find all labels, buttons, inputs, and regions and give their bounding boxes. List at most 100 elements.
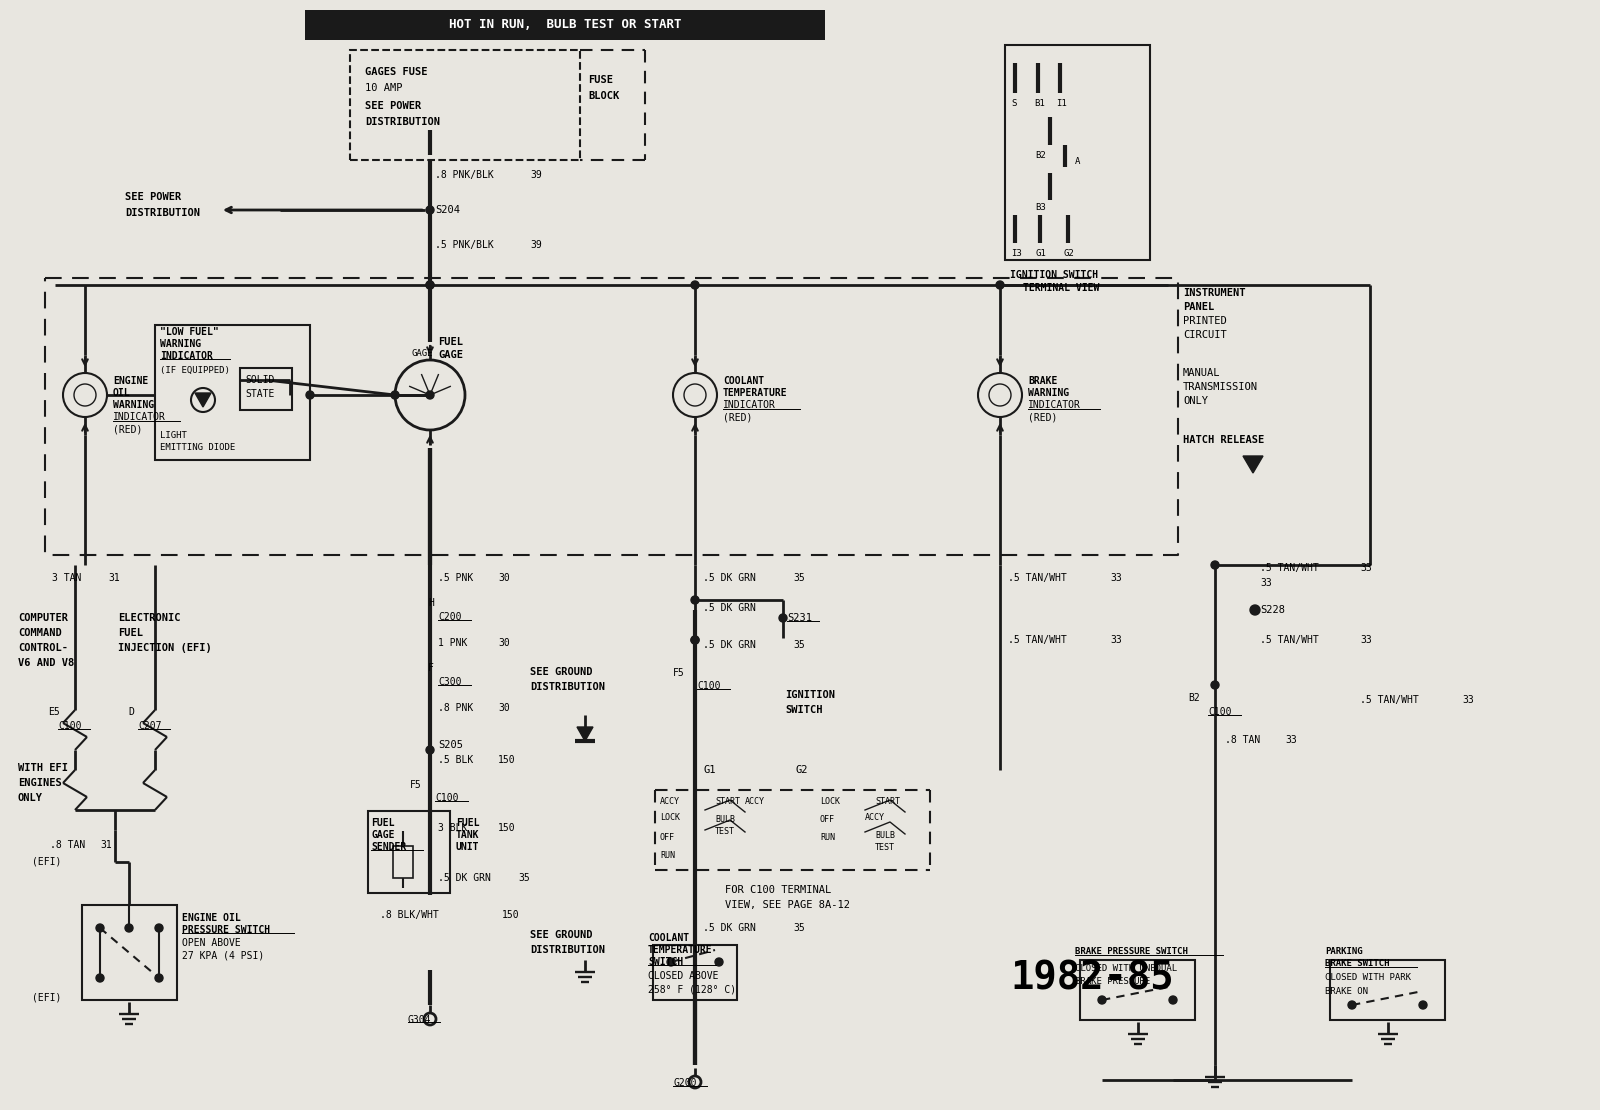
Text: BRAKE SWITCH: BRAKE SWITCH — [1325, 959, 1389, 969]
Text: C100: C100 — [435, 793, 459, 803]
Text: PANEL: PANEL — [1182, 302, 1214, 312]
Text: OFF: OFF — [819, 816, 835, 825]
Circle shape — [1098, 996, 1106, 1005]
Circle shape — [1211, 682, 1219, 689]
Text: 30: 30 — [498, 638, 510, 648]
Polygon shape — [578, 727, 594, 741]
Text: GAGE: GAGE — [438, 350, 462, 360]
Text: C100: C100 — [1208, 707, 1232, 717]
Text: C207: C207 — [138, 722, 162, 731]
Text: START: START — [875, 797, 899, 807]
Text: .8 BLK/WHT: .8 BLK/WHT — [381, 910, 438, 920]
Text: 3 TAN: 3 TAN — [51, 573, 82, 583]
Circle shape — [1419, 1001, 1427, 1009]
Text: .5 BLK: .5 BLK — [438, 755, 474, 765]
Circle shape — [1347, 1001, 1357, 1009]
Text: .5 TAN/WHT: .5 TAN/WHT — [1261, 563, 1318, 573]
Text: C300: C300 — [438, 677, 461, 687]
Circle shape — [1170, 996, 1178, 1005]
Text: INDICATOR: INDICATOR — [1027, 400, 1082, 410]
Text: C100: C100 — [58, 722, 82, 731]
Text: H: H — [429, 598, 434, 608]
Text: UNIT: UNIT — [456, 842, 480, 852]
Text: GAGE: GAGE — [371, 830, 395, 840]
Text: 35: 35 — [794, 573, 805, 583]
Text: (IF EQUIPPED): (IF EQUIPPED) — [160, 365, 230, 374]
Text: INDICATOR: INDICATOR — [723, 400, 776, 410]
Text: S204: S204 — [435, 205, 461, 215]
Text: PRESSURE SWITCH: PRESSURE SWITCH — [182, 925, 270, 935]
Text: .5 DK GRN: .5 DK GRN — [702, 924, 755, 934]
Text: LIGHT: LIGHT — [160, 432, 187, 441]
Circle shape — [426, 281, 434, 289]
Text: G2: G2 — [795, 765, 808, 775]
Text: FUEL: FUEL — [371, 818, 395, 828]
Text: 150: 150 — [502, 910, 520, 920]
Text: ENGINE: ENGINE — [114, 376, 149, 386]
Text: (EFI): (EFI) — [32, 857, 61, 867]
Text: INDICATOR: INDICATOR — [160, 351, 213, 361]
Text: 10 AMP: 10 AMP — [365, 83, 403, 93]
Circle shape — [96, 924, 104, 932]
Text: (EFI): (EFI) — [32, 993, 61, 1003]
Text: START: START — [715, 797, 739, 807]
Text: SWITCH: SWITCH — [786, 705, 822, 715]
Circle shape — [667, 958, 675, 966]
Text: .8 PNK: .8 PNK — [438, 703, 474, 713]
Text: CONTROL-: CONTROL- — [18, 643, 67, 653]
Text: GAGE: GAGE — [413, 349, 434, 357]
Text: BULB: BULB — [875, 830, 894, 839]
Text: 1982-85: 1982-85 — [1010, 959, 1174, 997]
Text: HOT IN RUN,  BULB TEST OR START: HOT IN RUN, BULB TEST OR START — [448, 19, 682, 31]
Text: OPEN ABOVE: OPEN ABOVE — [182, 938, 240, 948]
Circle shape — [426, 746, 434, 754]
Text: IGNITION SWITCH: IGNITION SWITCH — [1010, 270, 1098, 280]
Text: FUEL: FUEL — [438, 337, 462, 347]
Text: F: F — [429, 663, 434, 673]
Text: FOR C100 TERMINAL: FOR C100 TERMINAL — [725, 885, 832, 895]
Bar — [1005, 46, 1150, 260]
Text: S205: S205 — [438, 740, 462, 750]
Text: .5 DK GRN: .5 DK GRN — [438, 872, 491, 882]
Text: 27 KPA (4 PSI): 27 KPA (4 PSI) — [182, 951, 264, 961]
Text: STATE: STATE — [245, 388, 274, 398]
Text: F5: F5 — [410, 780, 422, 790]
Text: BRAKE PRESSURE SWITCH: BRAKE PRESSURE SWITCH — [1075, 948, 1187, 957]
Bar — [350, 50, 579, 160]
Text: INSTRUMENT: INSTRUMENT — [1182, 287, 1245, 297]
Text: LOCK: LOCK — [819, 797, 840, 807]
Text: .5 TAN/WHT: .5 TAN/WHT — [1261, 635, 1318, 645]
Text: .8 PNK/BLK: .8 PNK/BLK — [435, 170, 494, 180]
Text: 31: 31 — [109, 573, 120, 583]
Circle shape — [715, 958, 723, 966]
Bar — [1330, 960, 1445, 1020]
Text: TERMINAL VIEW: TERMINAL VIEW — [1022, 283, 1099, 293]
Circle shape — [691, 281, 699, 289]
Text: BLOCK: BLOCK — [589, 91, 619, 101]
Text: A: A — [1075, 157, 1080, 165]
Text: 33: 33 — [1462, 695, 1474, 705]
Text: B2: B2 — [1035, 151, 1046, 160]
Circle shape — [1250, 605, 1261, 615]
Circle shape — [426, 391, 434, 398]
Text: DISTRIBUTION: DISTRIBUTION — [365, 117, 440, 127]
Circle shape — [125, 924, 133, 932]
Text: S231: S231 — [787, 613, 813, 623]
Bar — [653, 945, 738, 1000]
Circle shape — [96, 973, 104, 982]
Text: VIEW, SEE PAGE 8A-12: VIEW, SEE PAGE 8A-12 — [725, 900, 850, 910]
Text: EMITTING DIODE: EMITTING DIODE — [160, 444, 235, 453]
Text: MANUAL: MANUAL — [1182, 369, 1221, 379]
Circle shape — [1211, 561, 1219, 569]
Text: F5: F5 — [674, 668, 685, 678]
Text: GAGES FUSE: GAGES FUSE — [365, 67, 427, 77]
Text: G1: G1 — [1037, 249, 1046, 258]
Text: SEE GROUND: SEE GROUND — [530, 930, 592, 940]
Text: B2: B2 — [1187, 693, 1200, 703]
Text: .5 DK GRN: .5 DK GRN — [702, 603, 755, 613]
Text: I1: I1 — [1056, 99, 1067, 108]
Text: WITH EFI: WITH EFI — [18, 763, 67, 773]
Text: B3: B3 — [1035, 203, 1046, 212]
Circle shape — [691, 636, 699, 644]
Text: 35: 35 — [518, 872, 530, 882]
